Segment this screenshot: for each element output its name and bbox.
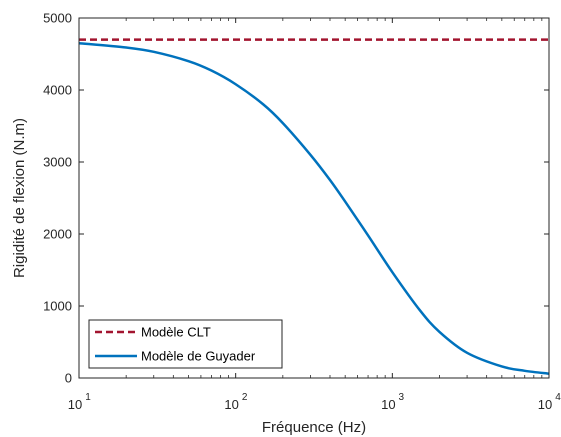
x-tick-exponent: 2: [242, 392, 248, 403]
axes-box: [78, 17, 550, 379]
legend-box: [88, 319, 283, 369]
plot-area: [79, 18, 549, 378]
y-tick-label: 5000: [43, 11, 72, 26]
y-tick-label: 0: [65, 371, 72, 386]
y-tick-label: 3000: [43, 155, 72, 170]
series-line-2: [78, 41, 550, 375]
x-tick-label: 10: [381, 397, 395, 412]
y-tick-label: 4000: [43, 83, 72, 98]
legend-label-2: Modèle de Guyader: [141, 349, 256, 364]
legend-label-1: Modèle CLT: [141, 325, 211, 340]
series-layer: [78, 38, 550, 375]
x-tick-label: 10: [224, 397, 238, 412]
x-tick-exponent: 1: [85, 392, 91, 403]
x-tick-label: 10: [538, 397, 552, 412]
x-tick-label: 10: [68, 397, 82, 412]
y-tick-label: 1000: [43, 299, 72, 314]
x-tick-exponent: 4: [555, 392, 561, 403]
x-tick-exponent: 3: [399, 392, 405, 403]
y-axis-label: Rigidité de flexion (N.m): [11, 118, 28, 278]
legend: Modèle CLT Modèle de Guyader: [88, 319, 283, 369]
x-axis-label: Fréquence (Hz): [262, 419, 366, 436]
y-tick-label: 2000: [43, 227, 72, 242]
